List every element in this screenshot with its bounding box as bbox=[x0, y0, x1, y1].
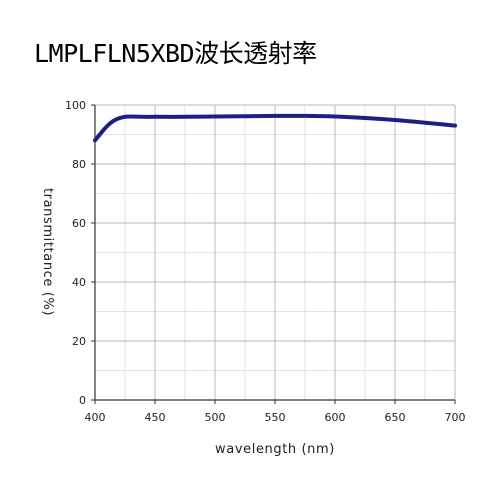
page-title: LMPLFLN5XBD波长透射率 bbox=[34, 39, 317, 68]
y-tick-labels: 0 20 40 60 80 100 bbox=[65, 99, 86, 407]
transmittance-series-line bbox=[93, 113, 457, 143]
x-tick-labels: 400 450 500 550 600 650 700 bbox=[85, 411, 466, 424]
x-tick-label: 650 bbox=[385, 411, 406, 424]
x-tick-label: 400 bbox=[85, 411, 106, 424]
x-tick-label: 600 bbox=[325, 411, 346, 424]
major-grid bbox=[95, 104, 456, 400]
y-tick-label: 80 bbox=[72, 158, 86, 171]
x-tick-label: 500 bbox=[205, 411, 226, 424]
axes bbox=[91, 104, 456, 404]
x-tick-label: 700 bbox=[445, 411, 466, 424]
y-tick-label: 40 bbox=[72, 276, 86, 289]
y-tick-label: 60 bbox=[72, 217, 86, 230]
y-tick-label: 20 bbox=[72, 335, 86, 348]
x-tick-label: 450 bbox=[145, 411, 166, 424]
y-tick-label: 100 bbox=[65, 99, 86, 112]
series-layer bbox=[93, 113, 457, 143]
x-tick-label: 550 bbox=[265, 411, 286, 424]
y-tick-label: 0 bbox=[79, 394, 86, 407]
y-axis-label: transmittance (%) bbox=[40, 188, 55, 316]
x-axis-label: wavelength (nm) bbox=[215, 442, 335, 457]
